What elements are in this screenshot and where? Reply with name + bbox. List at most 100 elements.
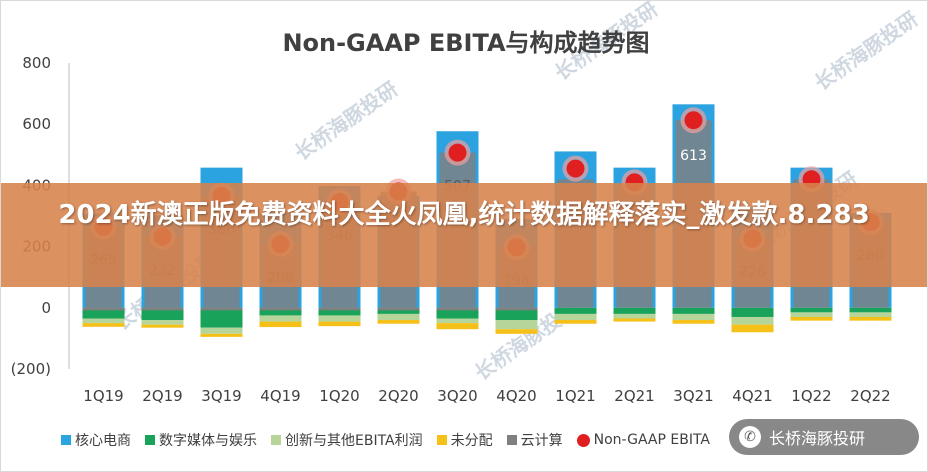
legend-item: 未分配 (436, 430, 493, 450)
y-tick-label: (200) (11, 360, 51, 378)
y-tick-label: 800 (22, 54, 51, 72)
y-tick-label: 0 (41, 299, 51, 317)
bar-segment (377, 320, 420, 324)
bar-segment (318, 315, 361, 322)
legend-item: 核心电商 (61, 430, 131, 450)
bar-segment (613, 307, 656, 314)
legend-label: 数字媒体与娱乐 (159, 433, 257, 449)
cloud-bar-neg (436, 307, 479, 311)
bar-segment (849, 316, 892, 321)
x-tick-label: 2Q19 (142, 387, 182, 405)
bar-segment (436, 307, 479, 319)
bar-segment (82, 318, 125, 324)
cloud-bar-neg (377, 307, 420, 311)
bar-segment (495, 320, 538, 330)
y-tick-label: 600 (22, 115, 51, 133)
legend-swatch (61, 435, 71, 445)
bar-segment (495, 307, 538, 321)
bar-segment (318, 321, 361, 327)
bar-segment (377, 313, 420, 321)
x-tick-label: 1Q20 (319, 387, 359, 405)
bar-segment (141, 324, 184, 328)
x-axis: 1Q19 2Q19 3Q19 4Q19 1Q20 2Q20 3Q20 4Q20 1Q21 2Q21… (83, 387, 890, 405)
bar-segment (790, 312, 833, 317)
legend-swatch (145, 435, 155, 445)
x-tick-label: 3Q20 (437, 387, 477, 405)
wechat-icon: ✆ (739, 426, 761, 448)
x-tick-label: 3Q21 (673, 387, 713, 405)
x-tick-label: 2Q21 (614, 387, 654, 405)
x-tick-label: 4Q21 (732, 387, 772, 405)
bar-segment (200, 333, 243, 337)
bar-segment (200, 307, 243, 328)
bar-segment (436, 323, 479, 330)
x-tick-label: 3Q19 (201, 387, 241, 405)
bar-segment (141, 307, 184, 321)
bar-segment (790, 307, 833, 313)
legend-label: 未分配 (450, 433, 493, 449)
watermark-text: 长桥海豚投研 (290, 77, 402, 165)
bar-segment (436, 318, 479, 324)
bar-segment (554, 307, 597, 314)
badge-text: 长桥海豚投研 (769, 429, 866, 448)
bar-segment (259, 307, 302, 316)
bar-segment (613, 313, 656, 319)
bar-segment (141, 320, 184, 325)
ebita-dot (448, 143, 467, 162)
bar-segment (672, 307, 715, 314)
bar-segment (554, 320, 597, 324)
x-tick-label: 4Q20 (496, 387, 536, 405)
cloud-bar-neg (495, 307, 538, 311)
cloud-bar-neg (82, 307, 125, 311)
ebita-dot (684, 111, 703, 130)
bar-segment (790, 316, 833, 321)
bar-segment (849, 307, 892, 313)
bar-segment (200, 327, 243, 334)
cloud-bar-neg (259, 307, 302, 311)
legend-label: Non-GAAP EBITA (593, 432, 711, 448)
bar-segment (672, 313, 715, 321)
bar-segment (495, 329, 538, 334)
bar-segment (672, 320, 715, 324)
bar-segment (82, 307, 125, 319)
bar-segment (377, 307, 420, 314)
bar-segment (849, 312, 892, 317)
legend-item: 数字媒体与娱乐 (145, 430, 257, 450)
bar-segment (259, 321, 302, 328)
ebita-dot (566, 159, 585, 178)
bar-segment (731, 324, 774, 333)
bar-segment (82, 323, 125, 327)
cloud-bar-neg (318, 307, 361, 311)
chart-title: Non-GAAP EBITA与构成趋势图 (282, 29, 649, 57)
legend-swatch (436, 435, 447, 445)
legend-item: Non-GAAP EBITA (576, 432, 711, 448)
legend-swatch (271, 435, 281, 445)
watermark-text: 长桥海豚投研 (810, 7, 922, 95)
x-tick-label: 1Q21 (555, 387, 595, 405)
x-tick-label: 4Q19 (260, 387, 300, 405)
legend-swatch (576, 433, 590, 447)
bar-segment (259, 315, 302, 322)
bar-segment (554, 313, 597, 321)
source-badge: ✆ 长桥海豚投研 (729, 419, 919, 455)
bar-segment (613, 318, 656, 322)
bar-segment (318, 307, 361, 316)
legend-item: 创新与其他EBITA利润 (271, 430, 423, 450)
cloud-bar-neg (200, 307, 243, 311)
legend-label: 创新与其他EBITA利润 (285, 433, 423, 449)
x-tick-label: 1Q19 (83, 387, 123, 405)
x-tick-label: 2Q20 (378, 387, 418, 405)
legend-label: 核心电商 (75, 433, 131, 449)
x-tick-label: 2Q22 (850, 387, 890, 405)
x-tick-label: 1Q22 (791, 387, 831, 405)
bar-segment (731, 316, 774, 325)
promo-banner: 2024新澳正版免费资料大全火凤凰,统计数据解释落实_激发款.8.283 (1, 183, 927, 287)
legend-swatch (506, 435, 517, 445)
cloud-bar-neg (141, 307, 184, 311)
data-label: 613 (680, 148, 707, 164)
bar-segment (731, 307, 774, 317)
chart-legend: 核心电商 数字媒体与娱乐 创新与其他EBITA利润 未分配 云计算 Non-GAAP EB… (61, 429, 710, 451)
legend-item: 云计算 (506, 430, 563, 450)
banner-text: 2024新澳正版免费资料大全火凤凰,统计数据解释落实_激发款.8.283 (58, 200, 870, 230)
